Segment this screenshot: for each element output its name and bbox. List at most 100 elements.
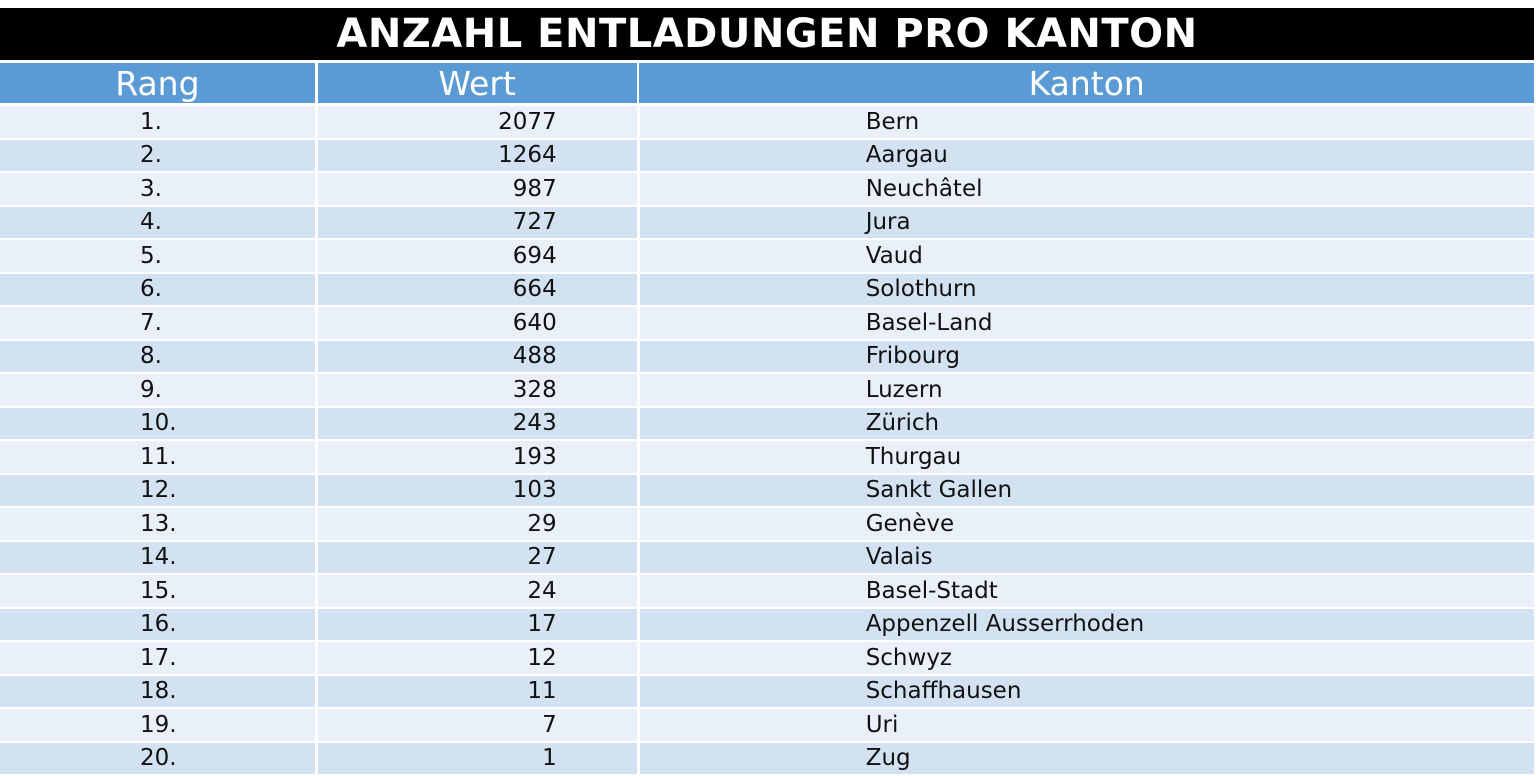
table-title: ANZAHL ENTLADUNGEN PRO KANTON — [0, 8, 1534, 60]
column-divider — [636, 608, 640, 640]
cell-kanton: Thurgau — [639, 441, 1534, 473]
column-divider — [315, 642, 319, 674]
table-row: 11. 193 Thurgau — [0, 441, 1534, 475]
cell-rang: 9. — [0, 374, 316, 406]
cell-kanton: Luzern — [639, 374, 1534, 406]
table-row: 16. 17 Appenzell Ausserrhoden — [0, 608, 1534, 642]
column-divider — [315, 240, 319, 272]
cell-rang: 14. — [0, 541, 316, 573]
column-divider — [636, 407, 640, 439]
cell-kanton: Valais — [639, 541, 1534, 573]
cell-wert: 727 — [318, 206, 637, 238]
cell-kanton: Jura — [639, 206, 1534, 238]
table-row: 1. 2077 Bern — [0, 106, 1534, 140]
column-divider — [315, 307, 319, 339]
cell-kanton: Basel-Land — [639, 307, 1534, 339]
column-divider — [315, 675, 319, 707]
cell-wert: 488 — [318, 340, 637, 372]
column-divider — [636, 675, 640, 707]
cell-rang: 18. — [0, 675, 316, 707]
cell-kanton: Genève — [639, 508, 1534, 540]
table-row: 20. 1 Zug — [0, 742, 1534, 776]
cell-wert: 12 — [318, 642, 637, 674]
cell-rang: 5. — [0, 240, 316, 272]
column-divider — [315, 508, 319, 540]
column-divider — [636, 642, 640, 674]
column-divider — [315, 106, 319, 138]
cell-wert: 7 — [318, 709, 637, 741]
column-divider — [315, 608, 319, 640]
cell-rang: 15. — [0, 575, 316, 607]
column-divider — [315, 709, 319, 741]
column-divider — [315, 374, 319, 406]
column-divider — [636, 575, 640, 607]
table-row: 14. 27 Valais — [0, 541, 1534, 575]
column-divider — [315, 541, 319, 573]
column-divider — [636, 240, 640, 272]
column-divider — [315, 206, 319, 238]
column-divider — [636, 206, 640, 238]
column-divider — [636, 106, 640, 138]
column-divider — [636, 709, 640, 741]
cell-wert: 640 — [318, 307, 637, 339]
cell-kanton: Zug — [639, 742, 1534, 774]
column-divider — [636, 541, 640, 573]
table-row: 5. 694 Vaud — [0, 240, 1534, 274]
cell-rang: 20. — [0, 742, 316, 774]
cell-wert: 27 — [318, 541, 637, 573]
cell-wert: 2077 — [318, 106, 637, 138]
column-divider — [315, 441, 319, 473]
column-divider — [315, 407, 319, 439]
cell-kanton: Fribourg — [639, 340, 1534, 372]
column-divider — [315, 273, 319, 305]
cell-kanton: Bern — [639, 106, 1534, 138]
cell-wert: 664 — [318, 273, 637, 305]
cell-rang: 1. — [0, 106, 316, 138]
cell-wert: 103 — [318, 474, 637, 506]
cell-rang: 17. — [0, 642, 316, 674]
table-row: 4. 727 Jura — [0, 206, 1534, 240]
column-divider — [636, 441, 640, 473]
table-body: 1. 2077 Bern 2. 1264 Aargau 3. 987 Neuchâtel 4. 72… — [0, 106, 1534, 776]
table-row: 9. 328 Luzern — [0, 374, 1534, 408]
column-divider — [315, 139, 319, 171]
header-kanton: Kanton — [639, 63, 1534, 103]
column-divider — [636, 374, 640, 406]
cell-kanton: Uri — [639, 709, 1534, 741]
cell-kanton: Zürich — [639, 407, 1534, 439]
cell-rang: 2. — [0, 139, 316, 171]
cell-wert: 694 — [318, 240, 637, 272]
column-divider — [636, 273, 640, 305]
column-divider — [636, 173, 640, 205]
column-divider — [315, 340, 319, 372]
column-divider — [636, 474, 640, 506]
cell-wert: 987 — [318, 173, 637, 205]
column-divider — [315, 575, 319, 607]
cell-rang: 19. — [0, 709, 316, 741]
cell-rang: 4. — [0, 206, 316, 238]
cell-wert: 29 — [318, 508, 637, 540]
table-row: 8. 488 Fribourg — [0, 340, 1534, 374]
table-row: 18. 11 Schaffhausen — [0, 675, 1534, 709]
table-row: 19. 7 Uri — [0, 709, 1534, 743]
cell-kanton: Sankt Gallen — [639, 474, 1534, 506]
header-divider — [636, 63, 640, 103]
column-divider — [315, 173, 319, 205]
cell-rang: 11. — [0, 441, 316, 473]
column-divider — [636, 307, 640, 339]
cell-wert: 1 — [318, 742, 637, 774]
cell-wert: 1264 — [318, 139, 637, 171]
cell-rang: 13. — [0, 508, 316, 540]
cell-kanton: Schaffhausen — [639, 675, 1534, 707]
column-divider — [636, 340, 640, 372]
cell-rang: 8. — [0, 340, 316, 372]
column-divider — [636, 508, 640, 540]
column-divider — [636, 742, 640, 774]
header-divider — [314, 63, 318, 103]
cell-wert: 243 — [318, 407, 637, 439]
table-row: 10. 243 Zürich — [0, 407, 1534, 441]
cell-rang: 12. — [0, 474, 316, 506]
cell-kanton: Basel-Stadt — [639, 575, 1534, 607]
cell-rang: 6. — [0, 273, 316, 305]
cell-rang: 3. — [0, 173, 316, 205]
